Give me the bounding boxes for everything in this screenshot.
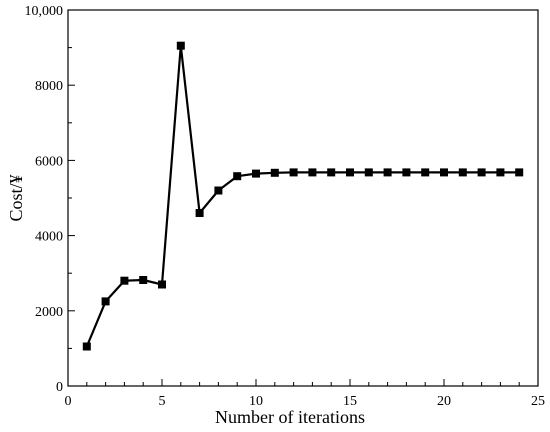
y-tick-label: 4000	[35, 230, 63, 245]
data-point	[478, 168, 486, 176]
data-point	[120, 277, 128, 285]
x-tick-label: 20	[437, 394, 451, 409]
y-tick-label: 8000	[35, 79, 63, 94]
series-line	[87, 46, 519, 347]
data-point	[496, 168, 504, 176]
data-point	[384, 168, 392, 176]
y-tick-label: 0	[56, 380, 63, 395]
data-point	[365, 168, 373, 176]
data-point	[102, 297, 110, 305]
x-tick-label: 0	[65, 394, 72, 409]
x-tick-label: 5	[159, 394, 166, 409]
y-axis-title: Cost/¥	[6, 174, 26, 221]
plot-frame	[68, 10, 538, 386]
data-point	[515, 168, 523, 176]
data-point	[402, 168, 410, 176]
data-point	[346, 168, 354, 176]
y-tick-label: 2000	[35, 305, 63, 320]
data-point	[252, 170, 260, 178]
x-axis-title: Number of iterations	[215, 407, 365, 427]
x-tick-label: 25	[531, 394, 545, 409]
data-point	[440, 168, 448, 176]
data-point	[327, 168, 335, 176]
data-point	[196, 209, 204, 217]
data-point	[233, 172, 241, 180]
data-point	[459, 168, 467, 176]
data-point	[83, 343, 91, 351]
data-point	[308, 168, 316, 176]
y-tick-label: 6000	[35, 154, 63, 169]
data-point	[158, 281, 166, 289]
data-point	[177, 42, 185, 50]
data-point	[214, 187, 222, 195]
data-point	[290, 168, 298, 176]
data-point	[139, 276, 147, 284]
y-tick-label: 10,000	[25, 4, 64, 19]
data-point	[421, 168, 429, 176]
data-point	[271, 169, 279, 177]
